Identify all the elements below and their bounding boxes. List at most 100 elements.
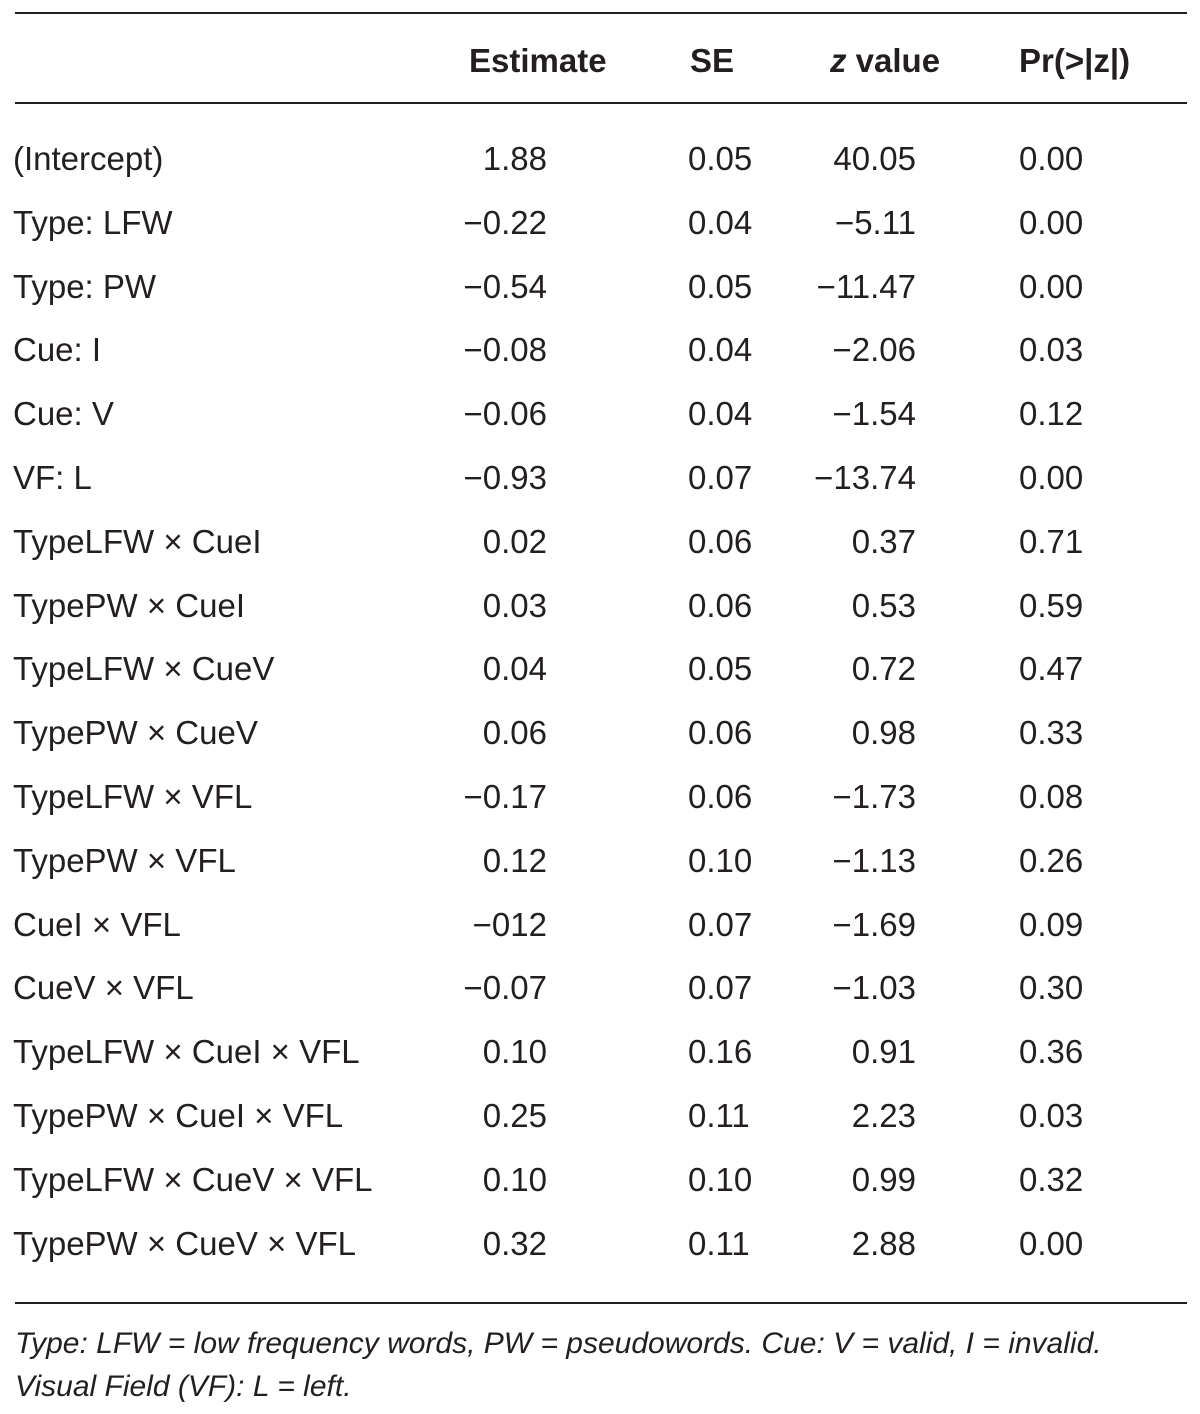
row-z-value: 0.99 [851,1160,916,1198]
row-z-value: 2.23 [851,1096,916,1134]
row-se: 0.05 [688,140,753,177]
row-estimate: −0.22 [463,203,548,241]
row-term: TypeLFW × CueV [13,650,275,688]
row-se: 0.07 [688,969,753,1007]
row-p-value: 0.12 [1019,395,1084,433]
row-estimate: 0.32 [482,1224,547,1262]
row-term: TypePW × CueV [13,714,258,752]
row-term: TypeLFW × CueV × VFL [13,1160,373,1198]
row-se: 0.06 [688,714,753,752]
table-row: TypeLFW × CueV 0.04 0.05 0.72 0.47 [0,640,1200,704]
table-row: TypePW × CueV 0.06 0.06 0.98 0.33 [0,704,1200,768]
table-row: CueV × VFL −0.07 0.07 −1.03 0.30 [0,959,1200,1023]
row-estimate: −0.06 [463,395,548,433]
row-se: 0.11 [688,1096,750,1134]
row-term: CueV × VFL [13,969,194,1007]
row-term: TypePW × CueI × VFL [13,1096,344,1134]
row-p-value: 0.00 [1019,140,1084,177]
row-p-value: 0.03 [1019,1096,1084,1134]
row-estimate: 0.04 [482,650,547,688]
row-se: 0.10 [688,1160,753,1198]
row-p-value: 0.47 [1019,650,1084,688]
table-row: (Intercept) 1.88 0.05 40.05 0.00 [0,130,1200,194]
table-row: CueI × VFL −012 0.07 −1.69 0.09 [0,896,1200,960]
row-z-value: 2.88 [851,1224,916,1262]
table-row: TypePW × VFL 0.12 0.10 −1.13 0.26 [0,832,1200,896]
row-estimate: 0.02 [482,522,547,560]
row-estimate: −0.07 [463,969,548,1007]
row-p-value: 0.59 [1019,586,1084,624]
table-row: Type: PW −0.54 0.05 −11.47 0.00 [0,258,1200,322]
header-se: SE [690,42,735,79]
row-z-value: −1.03 [832,969,917,1007]
row-p-value: 0.08 [1019,777,1084,815]
header-z-italic: z [830,42,847,79]
row-se: 0.05 [688,650,753,688]
row-se: 0.07 [688,905,753,943]
row-se: 0.06 [688,777,753,815]
table-row: TypePW × CueV × VFL 0.32 0.11 2.88 0.00 [0,1215,1200,1279]
row-z-value: −11.47 [816,267,916,305]
row-estimate: −012 [472,905,547,943]
row-se: 0.05 [688,267,753,305]
table-row: Cue: V −0.06 0.04 −1.54 0.12 [0,385,1200,449]
row-se: 0.16 [688,1033,753,1071]
row-estimate: 1.88 [482,140,547,177]
header-z-rest: value [846,42,941,79]
table-row: TypeLFW × CueV × VFL 0.10 0.10 0.99 0.32 [0,1151,1200,1215]
row-z-value: −1.69 [832,905,917,943]
row-term: Type: LFW [13,203,173,241]
footnote-line-1: Type: LFW = low frequency words, PW = ps… [15,1327,1102,1360]
table-row: VF: L −0.93 0.07 −13.74 0.00 [0,449,1200,513]
table-row: TypeLFW × CueI × VFL 0.10 0.16 0.91 0.36 [0,1023,1200,1087]
row-se: 0.11 [688,1224,750,1262]
header-estimate: Estimate [469,42,607,79]
row-estimate: −0.54 [463,267,548,305]
row-p-value: 0.71 [1019,522,1084,560]
row-z-value: 0.37 [851,522,916,560]
row-estimate: 0.10 [482,1160,547,1198]
row-se: 0.06 [688,586,753,624]
table-row: TypePW × CueI 0.03 0.06 0.53 0.59 [0,577,1200,641]
row-estimate: 0.03 [482,586,547,624]
row-estimate: 0.12 [482,841,547,879]
row-se: 0.07 [688,458,753,496]
row-estimate: −0.17 [463,777,548,815]
row-p-value: 0.33 [1019,714,1084,752]
row-estimate: −0.93 [463,458,548,496]
row-z-value: −2.06 [832,331,917,369]
row-z-value: −5.11 [834,203,916,241]
row-term: TypePW × VFL [13,841,236,879]
row-z-value: −1.13 [832,841,917,879]
row-term: (Intercept) [13,140,164,177]
table-top-rule [15,12,1187,14]
row-se: 0.06 [688,522,753,560]
row-estimate: 0.06 [482,714,547,752]
table-row: Cue: I −0.08 0.04 −2.06 0.03 [0,321,1200,385]
row-z-value: −13.74 [814,458,916,496]
row-z-value: 0.72 [851,650,916,688]
row-term: CueI × VFL [13,905,181,943]
row-term: Type: PW [13,267,157,305]
table-row: TypeLFW × CueI 0.02 0.06 0.37 0.71 [0,513,1200,577]
row-estimate: −0.08 [463,331,548,369]
table-bottom-rule [15,1302,1187,1304]
row-p-value: 0.03 [1019,331,1084,369]
row-term: VF: L [13,458,92,496]
header-z-value: z value [830,42,940,80]
row-z-value: −1.54 [832,395,917,433]
row-z-value: 40.05 [833,140,916,177]
row-z-value: 0.53 [851,586,916,624]
table-row: TypeLFW × VFL −0.17 0.06 −1.73 0.08 [0,768,1200,832]
row-p-value: 0.30 [1019,969,1084,1007]
table-header-row: Estimate SE z value Pr(>|z|) [0,36,1200,88]
row-p-value: 0.32 [1019,1160,1084,1198]
row-p-value: 0.00 [1019,458,1084,496]
row-estimate: 0.25 [482,1096,547,1134]
row-p-value: 0.36 [1019,1033,1084,1071]
row-term: TypePW × CueI [13,586,246,624]
table-row: TypePW × CueI × VFL 0.25 0.11 2.23 0.03 [0,1087,1200,1151]
row-se: 0.04 [688,395,753,433]
row-p-value: 0.00 [1019,203,1084,241]
row-p-value: 0.00 [1019,267,1084,305]
